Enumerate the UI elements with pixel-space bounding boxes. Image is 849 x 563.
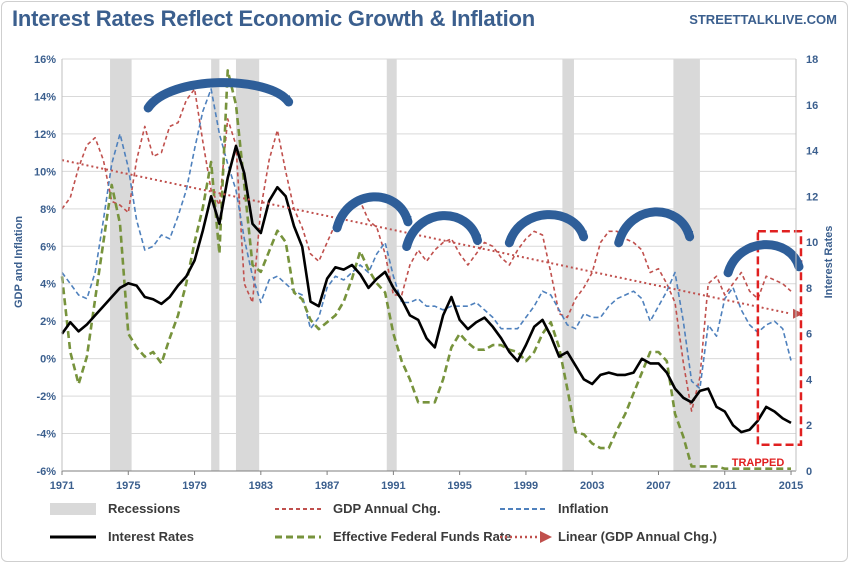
- chart-title: Interest Rates Reflect Economic Growth &…: [12, 6, 535, 31]
- x-tick-label: 1991: [381, 480, 405, 492]
- curved-arrow: [723, 240, 804, 278]
- series-line-trend: [61, 159, 792, 315]
- y-tick-label-left: 4%: [40, 279, 56, 291]
- y-tick-label-right: 16: [806, 100, 818, 112]
- y-tick-label-right: 8: [806, 283, 812, 295]
- curved-arrow: [402, 211, 483, 252]
- curved-arrow: [614, 207, 695, 248]
- y-tick-label-right: 14: [806, 146, 819, 158]
- y-tick-label-right: 12: [806, 191, 818, 203]
- x-tick-label: 2015: [779, 480, 803, 492]
- y-tick-label-left: -6%: [36, 466, 56, 478]
- x-tick-label: 1983: [249, 480, 273, 492]
- y-tick-label-left: 8%: [40, 204, 56, 216]
- y-tick-label-left: 0%: [40, 354, 56, 366]
- y-tick-label-left: 12%: [34, 129, 56, 141]
- y-tick-label-left: 16%: [34, 54, 56, 66]
- legend-label: Recessions: [108, 501, 180, 516]
- y-tick-label-right: 6: [806, 329, 812, 341]
- y-tick-label-right: 18: [806, 54, 818, 66]
- trapped-box: [756, 230, 803, 447]
- y-axis-label-left: GDP and Inflation: [13, 216, 25, 308]
- y-tick-label-right: 10: [806, 237, 818, 249]
- recession-band: [562, 59, 574, 471]
- y-tick-label-left: 10%: [34, 166, 56, 178]
- recession-band: [110, 59, 132, 471]
- y-tick-label-left: -4%: [36, 429, 56, 441]
- series-line-interest: [60, 144, 792, 434]
- x-tick-label: 1987: [315, 480, 339, 492]
- y-tick-label-right: 4: [806, 374, 813, 386]
- curved-arrow: [143, 78, 294, 113]
- x-tick-label: 1999: [514, 480, 538, 492]
- trapped-label: TRAPPED: [732, 457, 785, 469]
- x-tick-label: 1971: [50, 480, 74, 492]
- legend-label: Linear (GDP Annual Chg.): [558, 529, 717, 544]
- recession-band: [386, 59, 397, 471]
- x-tick-label: 2007: [646, 480, 670, 492]
- y-tick-label-left: 14%: [34, 91, 56, 103]
- y-tick-label-right: 2: [806, 420, 812, 432]
- series-lines: [60, 69, 804, 471]
- x-tick-label: 2003: [580, 480, 604, 492]
- brand-label: STREETTALKLIVE.COM: [689, 12, 837, 27]
- recession-band: [211, 59, 220, 471]
- x-tick-label: 1995: [447, 480, 471, 492]
- curved-arrow: [504, 210, 589, 248]
- legend: Recessions GDP Annual Chg. Inflation Intere…: [50, 501, 717, 544]
- y-tick-label-left: 6%: [40, 241, 56, 253]
- axes: -6% -4% -2% 0% 2% 4% 6% 8% 10% 12% 14% 16% 0 2 4 6 8 10 12…: [34, 54, 819, 492]
- x-tick-label: 1979: [182, 480, 206, 492]
- series-line-gdp: [61, 88, 792, 412]
- recession-bands: [110, 59, 700, 471]
- legend-arrowhead: [540, 531, 552, 543]
- legend-label: Interest Rates: [108, 529, 194, 544]
- legend-swatch-recession: [50, 503, 96, 515]
- legend-label: GDP Annual Chg.: [333, 501, 441, 516]
- legend-label: Effective Federal Funds Rate: [333, 529, 511, 544]
- legend-label: Inflation: [558, 501, 609, 516]
- x-tick-label: 1975: [116, 480, 140, 492]
- recession-band: [673, 59, 700, 471]
- x-tick-label: 2011: [713, 480, 737, 492]
- y-tick-label-left: -2%: [36, 391, 56, 403]
- series-line-inflation: [61, 88, 792, 390]
- y-tick-label-right: 0: [806, 466, 812, 478]
- curved-arrow: [332, 192, 413, 233]
- annotations: [143, 78, 804, 447]
- y-axis-label-right: Interest Rates: [823, 226, 835, 299]
- y-tick-label-left: 2%: [40, 316, 56, 328]
